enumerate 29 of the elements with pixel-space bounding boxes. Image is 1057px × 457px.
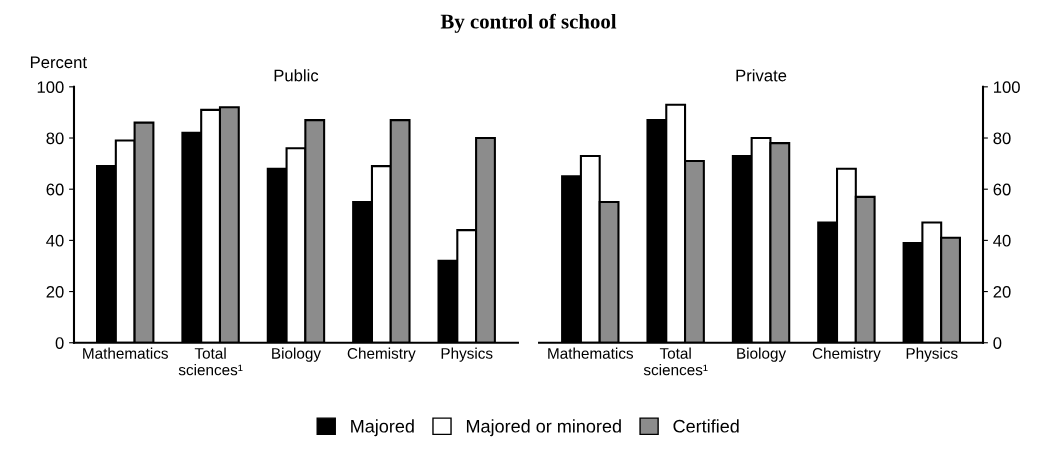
chart-subtitle: Private — [736, 69, 787, 82]
y-tick-label: 20 — [993, 285, 1011, 298]
chart-subtitle: Public — [274, 69, 319, 82]
y-tick-label: 20 — [46, 285, 64, 298]
x-tick-label: Biology — [272, 347, 321, 362]
y-axis-title: Percent — [30, 56, 87, 69]
y-tick-label: 40 — [993, 234, 1011, 247]
chart-title: By control of school — [440, 13, 617, 33]
x-tick-label: Physics — [906, 347, 958, 362]
y-tick-label: 80 — [993, 132, 1011, 145]
x-tick-label: Physics — [441, 347, 493, 362]
x-tick-label: Total sciences¹ — [178, 347, 243, 376]
y-tick-label: 40 — [46, 234, 64, 247]
legend-label: Certified — [673, 419, 739, 433]
legend-label: Majored — [351, 419, 414, 437]
y-tick-label: 0 — [993, 337, 1002, 349]
y-tick-label: 0 — [55, 337, 64, 349]
y-tick-label: 100 — [37, 81, 64, 94]
y-tick-label: 60 — [46, 183, 64, 196]
y-tick-label: 80 — [46, 132, 64, 145]
y-tick-label: 100 — [994, 81, 1020, 94]
x-tick-label: Chemistry — [347, 347, 416, 362]
x-tick-label: Chemistry — [812, 347, 881, 362]
x-tick-label: Mathematics — [83, 347, 168, 359]
x-tick-label: Total sciences¹ — [643, 347, 708, 376]
x-tick-label: Mathematics — [548, 347, 634, 359]
y-tick-label: 60 — [993, 183, 1011, 196]
x-tick-label: Biology — [737, 347, 787, 362]
legend-label: Majored or minored — [466, 419, 621, 437]
